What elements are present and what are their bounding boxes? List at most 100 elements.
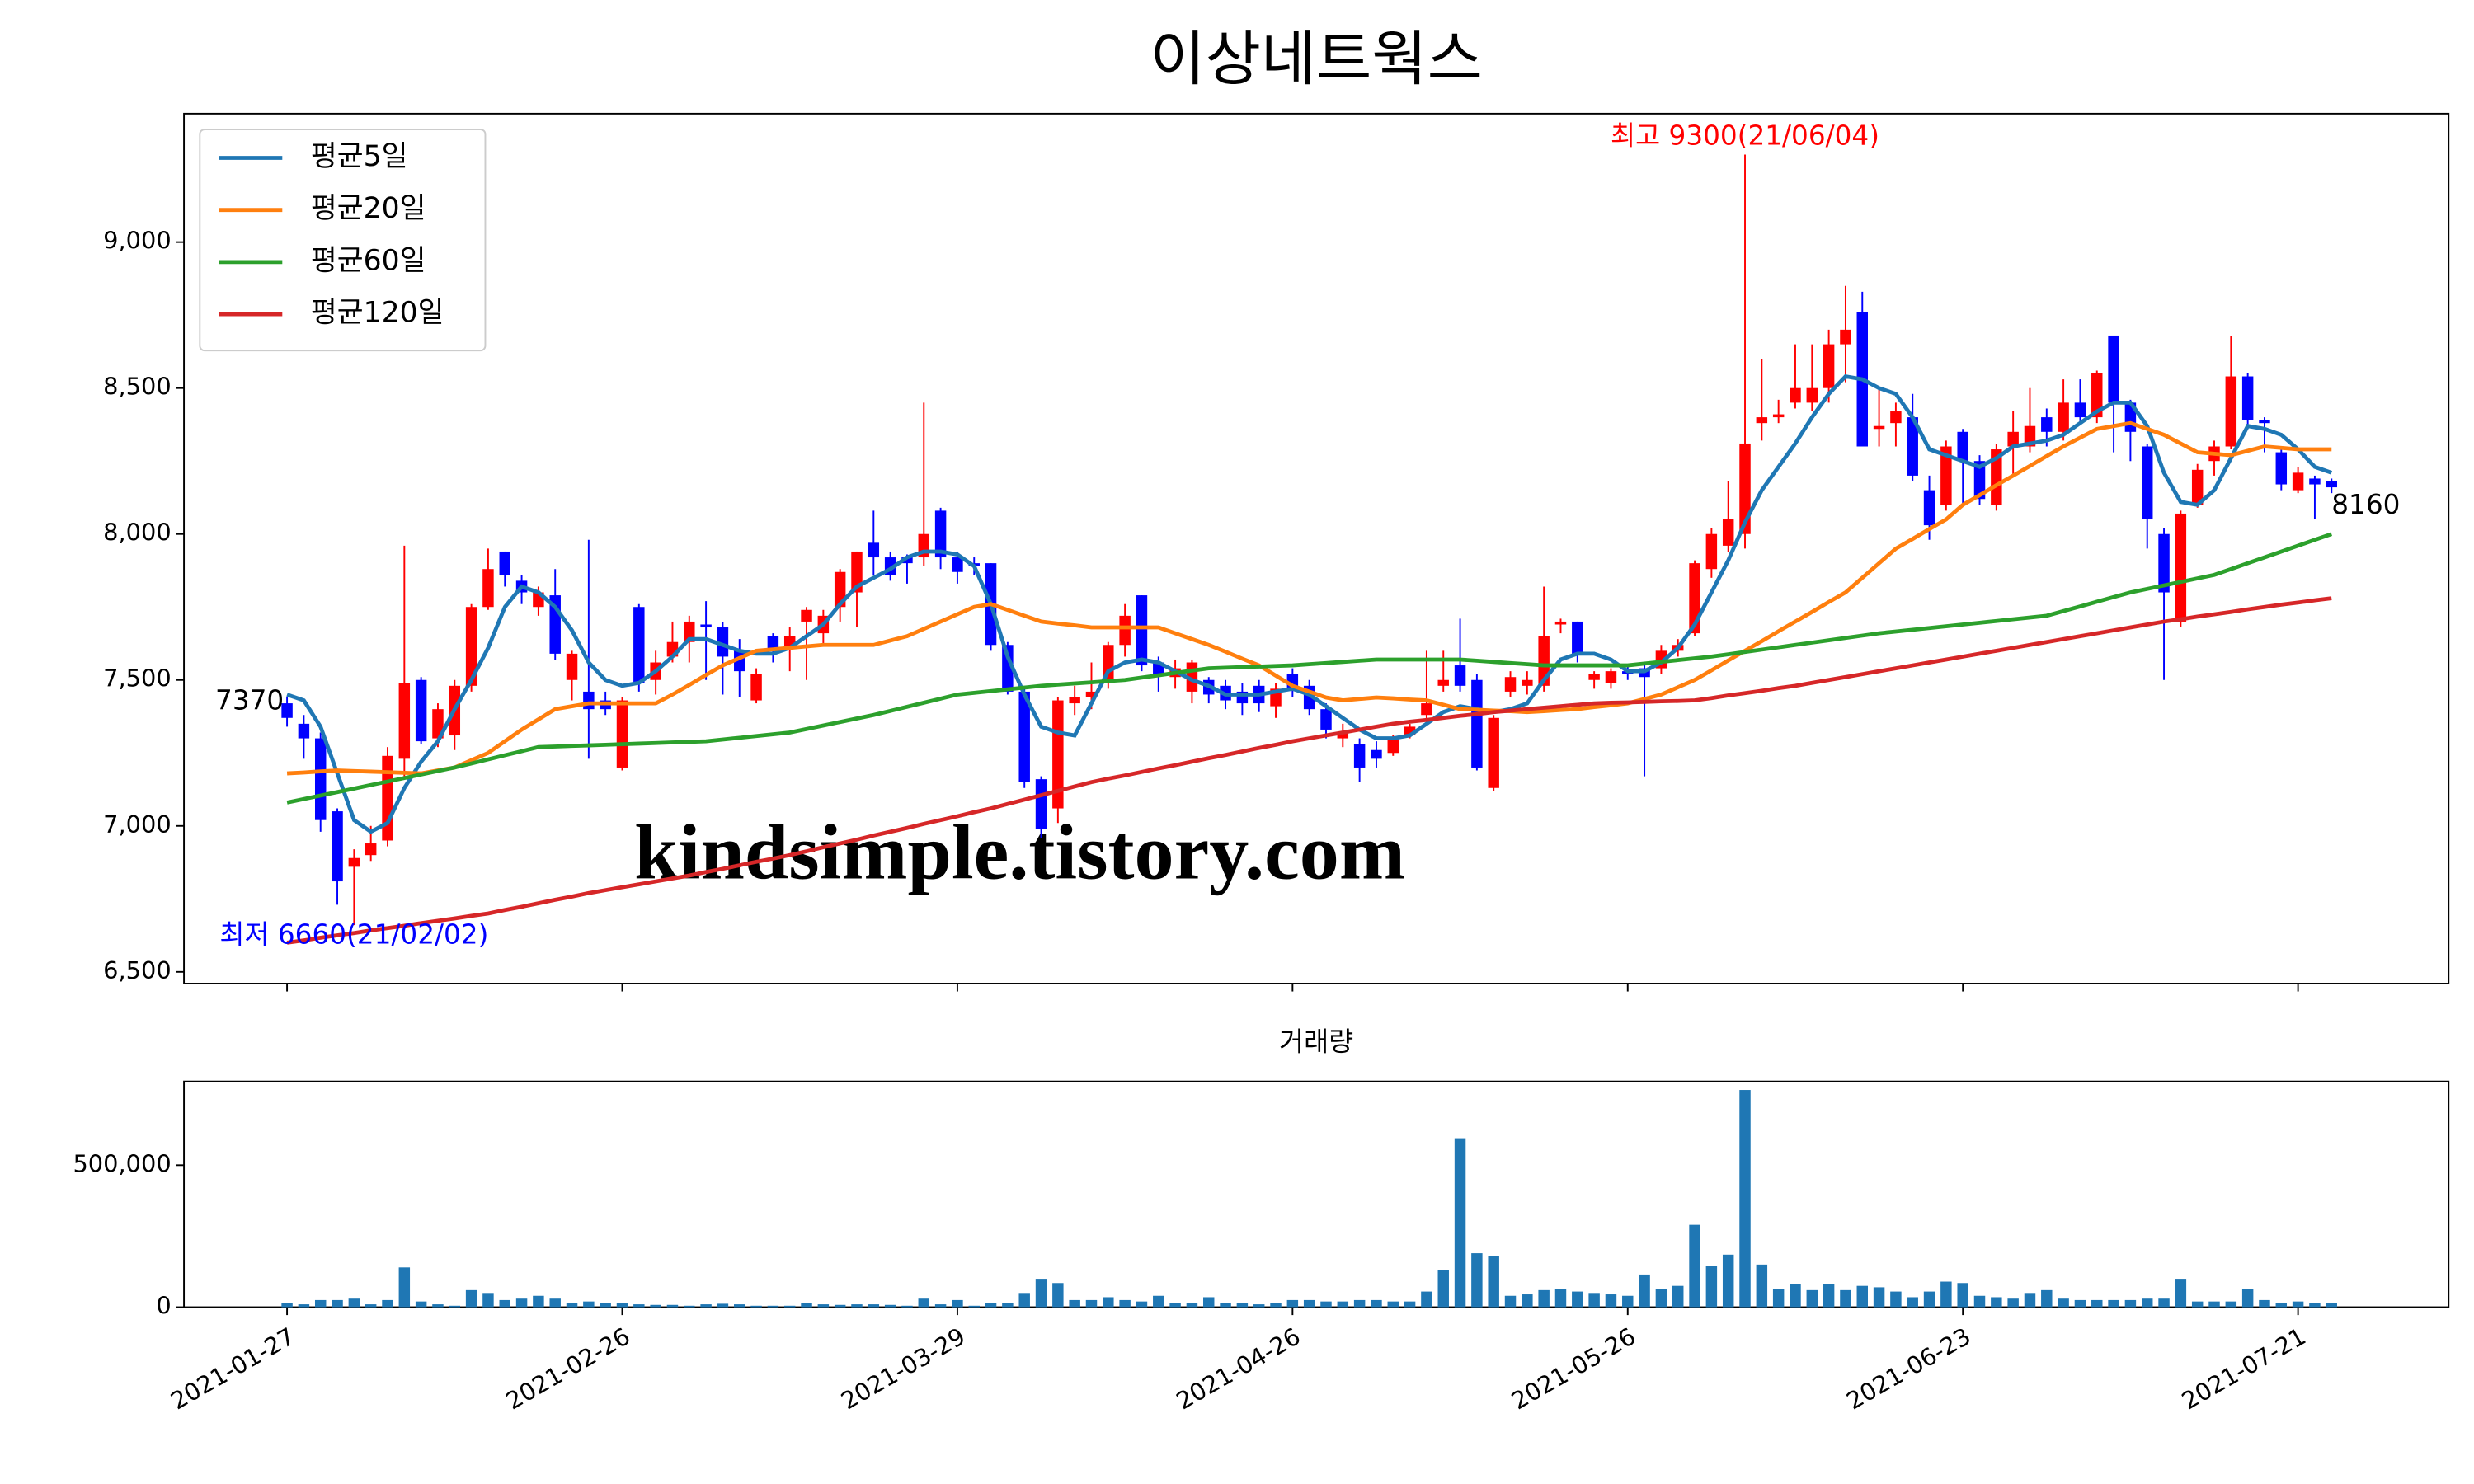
- candle-body: [1320, 709, 1332, 730]
- volume-bar: [1220, 1303, 1231, 1308]
- candle-body: [1772, 414, 1785, 418]
- volume-bar: [666, 1304, 679, 1308]
- volume-bar: [1504, 1295, 1517, 1308]
- candle-body: [1136, 595, 1148, 666]
- plot-frame: [183, 112, 2450, 984]
- volume-bar: [1488, 1256, 1499, 1308]
- volume-bar: [1957, 1283, 1968, 1308]
- candle: [1840, 285, 1851, 383]
- candle: [616, 697, 628, 771]
- y-tick-label: 8,500: [103, 373, 172, 401]
- candle: [281, 697, 293, 727]
- candle: [398, 545, 411, 777]
- volume-bar: [1890, 1291, 1902, 1308]
- volume-bar: [734, 1304, 745, 1308]
- candle: [2175, 510, 2187, 628]
- volume-bar: [1035, 1279, 1047, 1308]
- candle-body: [1940, 446, 1952, 505]
- candle: [2326, 478, 2337, 494]
- volume-bar: [2058, 1298, 2069, 1308]
- volume-bar: [2275, 1303, 2288, 1308]
- candle-body: [2241, 376, 2254, 420]
- candle-body: [2141, 446, 2153, 520]
- volume-bar: [533, 1295, 544, 1308]
- y-tick-label: 7,000: [103, 810, 172, 838]
- candle: [1337, 723, 1349, 748]
- candle: [1454, 618, 1466, 692]
- candle-body: [583, 691, 595, 710]
- volume-bar: [1454, 1138, 1466, 1308]
- volume-bar: [952, 1299, 963, 1308]
- candle: [1772, 399, 1785, 424]
- candle: [2292, 467, 2304, 494]
- candle: [1957, 429, 1968, 505]
- candle-body: [465, 607, 477, 686]
- candle: [2007, 411, 2019, 476]
- volume-bar: [2024, 1293, 2036, 1308]
- volume-bar: [2241, 1289, 2254, 1308]
- volume-bar: [2124, 1299, 2137, 1308]
- volume-bar: [432, 1304, 444, 1308]
- plot-frame: [183, 1080, 2450, 1308]
- candle-body: [1018, 691, 1030, 782]
- volume-bar: [314, 1299, 327, 1308]
- volume-bar: [1186, 1303, 1198, 1308]
- candle-body: [1705, 533, 1718, 570]
- candle: [1035, 776, 1047, 838]
- candle: [499, 551, 510, 587]
- volume-bar: [918, 1298, 930, 1308]
- ma-line: [286, 596, 2332, 945]
- volume-bar: [2108, 1299, 2119, 1308]
- candle: [1790, 344, 1801, 409]
- volume-bar: [499, 1299, 510, 1308]
- candle: [482, 548, 494, 610]
- candle: [415, 677, 427, 744]
- volume-bar: [1772, 1289, 1785, 1308]
- volume-bar: [1572, 1291, 1583, 1308]
- volume-bar: [884, 1304, 896, 1308]
- y-tick-label: 0: [156, 1292, 171, 1320]
- candle-body: [332, 811, 343, 882]
- candle-body: [700, 624, 712, 628]
- ma-line: [286, 532, 2333, 805]
- candle: [348, 849, 360, 926]
- candle-body: [1923, 490, 1935, 526]
- candle: [1320, 703, 1332, 739]
- legend-label: 평균5일: [311, 140, 408, 173]
- volume-bar: [1153, 1295, 1164, 1308]
- candle-body: [1085, 691, 1098, 697]
- watermark: kindsimple.tistory.com: [634, 809, 1405, 896]
- candle: [1353, 738, 1366, 782]
- volume-bar: [1387, 1301, 1399, 1308]
- candle-body: [717, 627, 729, 657]
- volume-bar: [1588, 1293, 1600, 1308]
- candle-body: [2309, 478, 2321, 485]
- candle: [2058, 379, 2069, 441]
- candle-body: [566, 653, 578, 680]
- candle-body: [1052, 700, 1064, 809]
- volume-bar: [1739, 1090, 1751, 1308]
- volume-bar: [1655, 1289, 1667, 1308]
- candle-body: [1790, 387, 1801, 403]
- candle-body: [499, 551, 510, 575]
- candle: [1823, 329, 1835, 403]
- ma-line: [286, 420, 2332, 776]
- volume-bar: [1923, 1291, 1935, 1308]
- candle: [2275, 446, 2288, 491]
- candle: [934, 507, 947, 570]
- candle: [1371, 741, 1382, 768]
- candle-body: [415, 679, 427, 742]
- volume-title: 거래량: [1279, 1026, 1353, 1058]
- y-tick-label: 7,500: [103, 665, 172, 693]
- candle: [1907, 393, 1918, 481]
- volume-bar: [415, 1301, 427, 1308]
- volume-bar: [1756, 1264, 1768, 1308]
- candle-body: [1035, 779, 1047, 829]
- volume-bar: [1538, 1289, 1550, 1308]
- candle: [1856, 291, 1868, 447]
- candle: [2191, 463, 2204, 508]
- candle: [1873, 387, 1885, 447]
- y-tick-label: 6,500: [103, 956, 172, 984]
- candle: [1522, 671, 1533, 695]
- candle-body: [2108, 335, 2119, 403]
